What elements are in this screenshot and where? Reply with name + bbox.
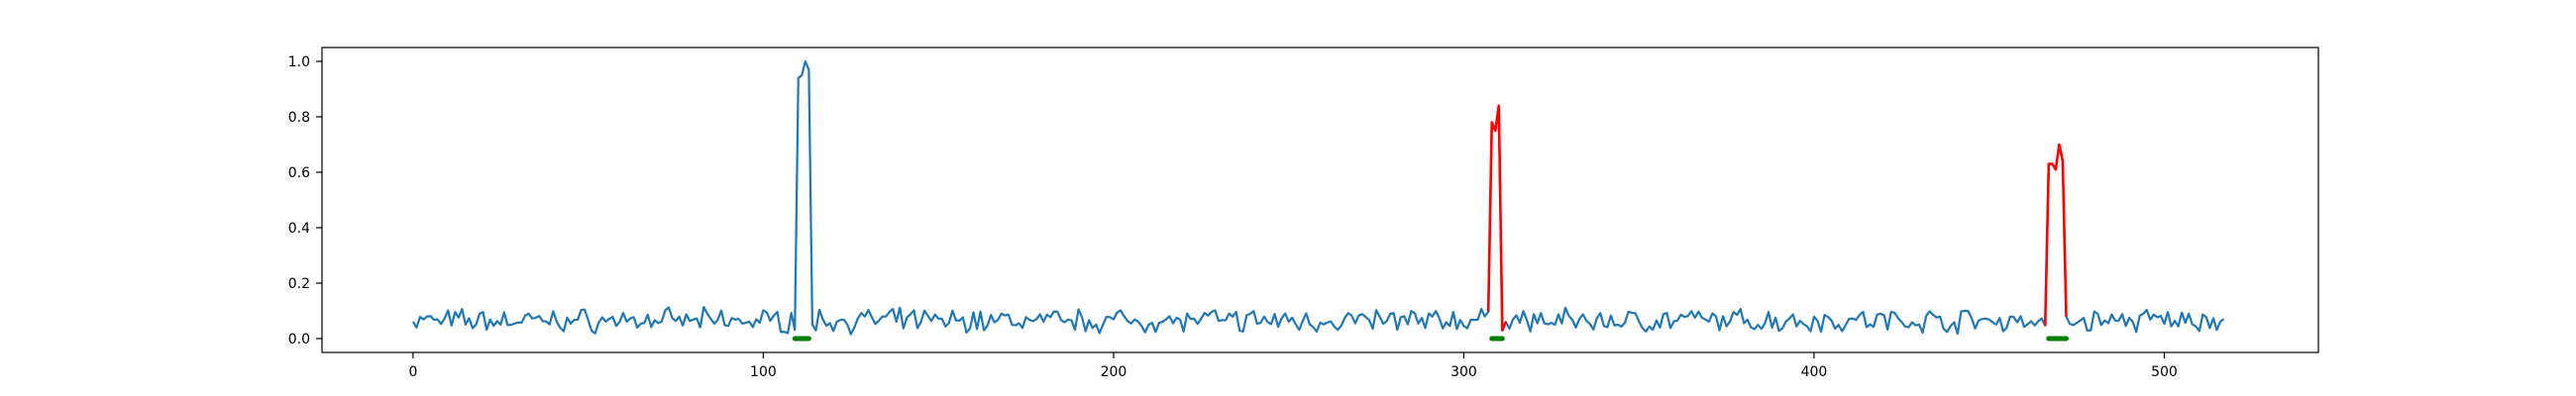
highlight-layer — [1486, 104, 2068, 332]
signal-layer — [411, 59, 2225, 336]
highlighted-segment-2 — [2043, 143, 2068, 326]
y-tick-label-4: 0.8 — [288, 110, 310, 126]
plot-area — [321, 47, 2319, 353]
x-tick-label-200: 200 — [1101, 364, 1127, 380]
y-axis: 0.0 0.2 0.4 0.6 0.8 1.0 — [288, 54, 322, 347]
y-tick-label-3: 0.6 — [288, 165, 310, 181]
highlighted-segment-1 — [1486, 104, 1508, 332]
y-tick-label-0: 0.0 — [288, 332, 310, 347]
x-tick-label-300: 300 — [1450, 364, 1477, 380]
y-tick-label-2: 0.4 — [288, 221, 310, 237]
x-tick-label-100: 100 — [750, 364, 777, 380]
x-tick-label-500: 500 — [2151, 364, 2178, 380]
y-tick-label-1: 0.2 — [288, 276, 310, 292]
signal-series-line — [411, 59, 2225, 336]
x-tick-label-0: 0 — [408, 364, 417, 380]
x-tick-label-400: 400 — [1801, 364, 1828, 380]
y-tick-label-5: 1.0 — [288, 54, 310, 70]
x-axis: 0 100 200 300 400 500 — [408, 352, 2178, 380]
